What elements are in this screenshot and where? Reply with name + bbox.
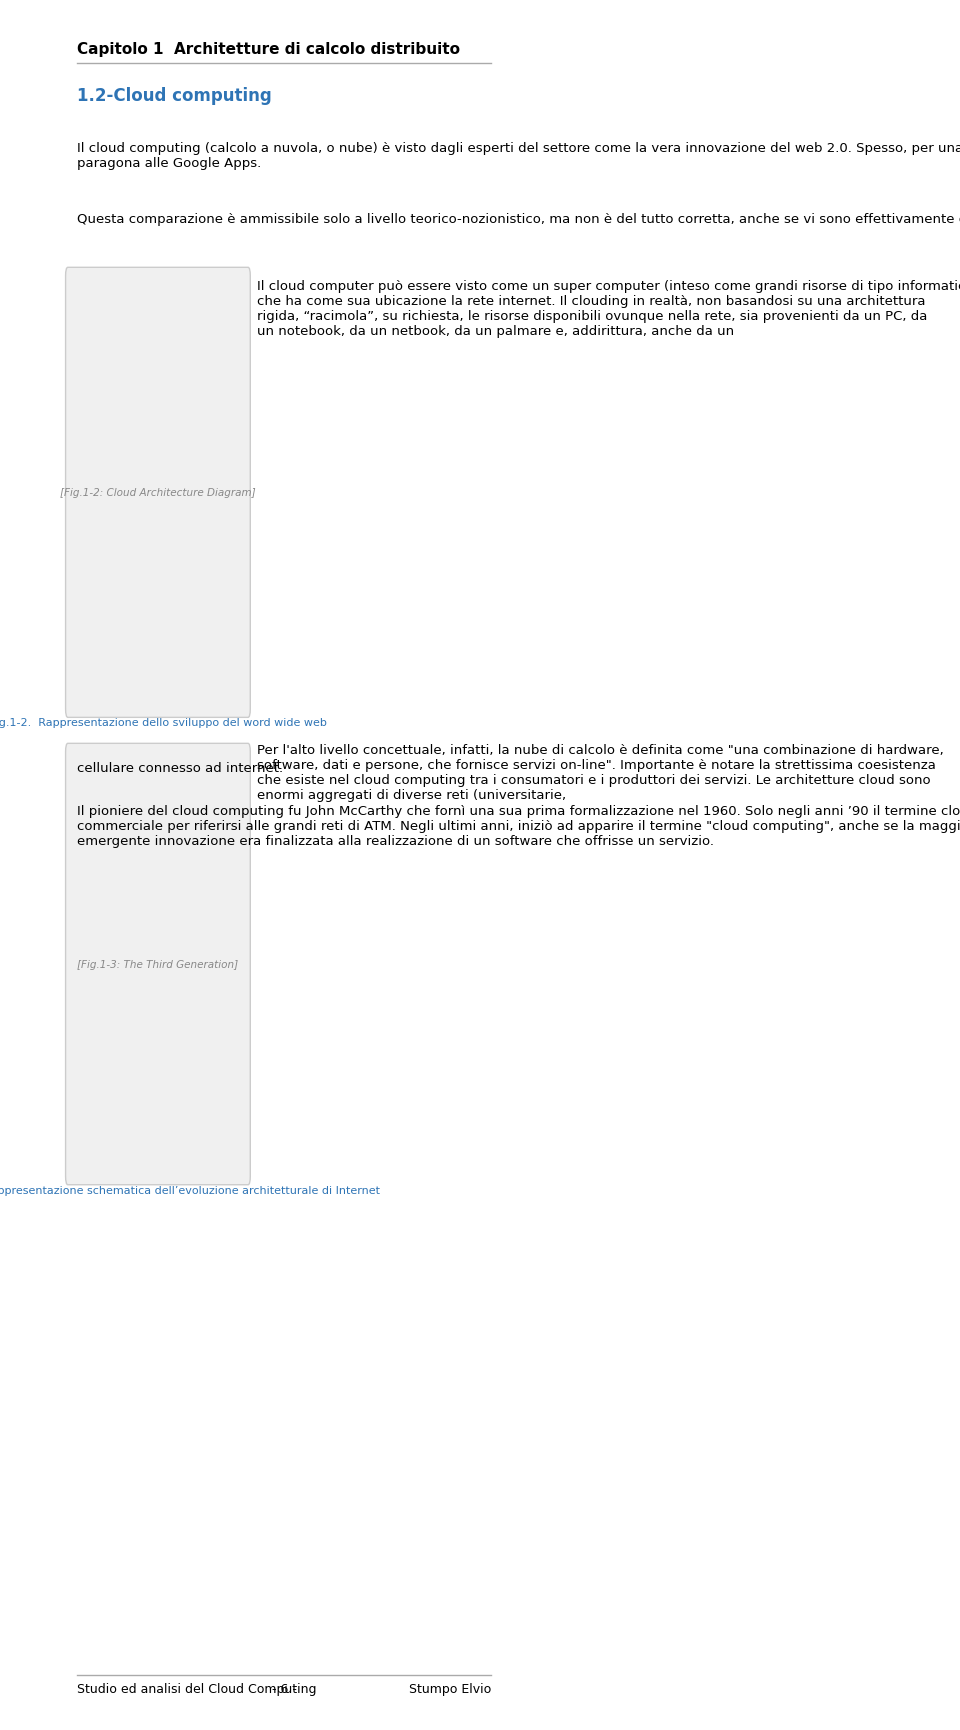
Text: Capitolo 1  Architetture di calcolo distribuito: Capitolo 1 Architetture di calcolo distr… [77, 42, 460, 57]
Text: Fig.1-2.  Rappresentazione dello sviluppo del word wide web: Fig.1-2. Rappresentazione dello sviluppo… [0, 718, 326, 728]
Text: paragona alle Google Apps.: paragona alle Google Apps. [77, 157, 261, 170]
Text: rigida, “racimola”, su richiesta, le risorse disponibili ovunque nella rete, sia: rigida, “racimola”, su richiesta, le ris… [257, 310, 927, 324]
Text: Stumpo Elvio: Stumpo Elvio [409, 1682, 492, 1695]
Text: 1.2-Cloud computing: 1.2-Cloud computing [77, 86, 272, 104]
Text: enormi aggregati di diverse reti (universitarie,: enormi aggregati di diverse reti (univer… [257, 789, 566, 801]
Text: un notebook, da un netbook, da un palmare e, addirittura, anche da un: un notebook, da un netbook, da un palmar… [257, 325, 734, 337]
Text: commerciale per riferirsi alle grandi reti di ATM. Negli ultimi anni, iniziò ad : commerciale per riferirsi alle grandi re… [77, 820, 960, 832]
Text: [Fig.1-2: Cloud Architecture Diagram]: [Fig.1-2: Cloud Architecture Diagram] [60, 488, 255, 498]
Text: Il cloud computer può essere visto come un super computer (inteso come grandi ri: Il cloud computer può essere visto come … [257, 280, 960, 294]
Text: emergente innovazione era finalizzata alla realizzazione di un software che offr: emergente innovazione era finalizzata al… [77, 836, 714, 848]
Text: Fig.1-3.  Rappresentazione schematica dell’evoluzione architetturale di Internet: Fig.1-3. Rappresentazione schematica del… [0, 1185, 380, 1195]
Text: Questa comparazione è ammissibile solo a livello teorico-nozionistico, ma non è : Questa comparazione è ammissibile solo a… [77, 213, 960, 227]
Text: Il pioniere del cloud computing fu John McCarthy che fornì una sua prima formali: Il pioniere del cloud computing fu John … [77, 804, 960, 818]
Text: Il cloud computing (calcolo a nuvola, o nube) è visto dagli esperti del settore : Il cloud computing (calcolo a nuvola, o … [77, 142, 960, 156]
Text: Per l'alto livello concettuale, infatti, la nube di calcolo è definita come "una: Per l'alto livello concettuale, infatti,… [257, 744, 944, 758]
Text: che esiste nel cloud computing tra i consumatori e i produttori dei servizi. Le : che esiste nel cloud computing tra i con… [257, 773, 930, 787]
FancyBboxPatch shape [65, 744, 251, 1185]
Text: cellulare connesso ad internet.: cellulare connesso ad internet. [77, 761, 283, 775]
Text: [Fig.1-3: The Third Generation]: [Fig.1-3: The Third Generation] [78, 960, 238, 969]
Text: Studio ed analisi del Cloud Computing: Studio ed analisi del Cloud Computing [77, 1682, 317, 1695]
FancyBboxPatch shape [65, 268, 251, 718]
Text: che ha come sua ubicazione la rete internet. Il clouding in realtà, non basandos: che ha come sua ubicazione la rete inter… [257, 296, 925, 308]
Text: software, dati e persone, che fornisce servizi on-line". Importante è notare la : software, dati e persone, che fornisce s… [257, 759, 936, 772]
Text: - 6 -: - 6 - [272, 1682, 297, 1695]
